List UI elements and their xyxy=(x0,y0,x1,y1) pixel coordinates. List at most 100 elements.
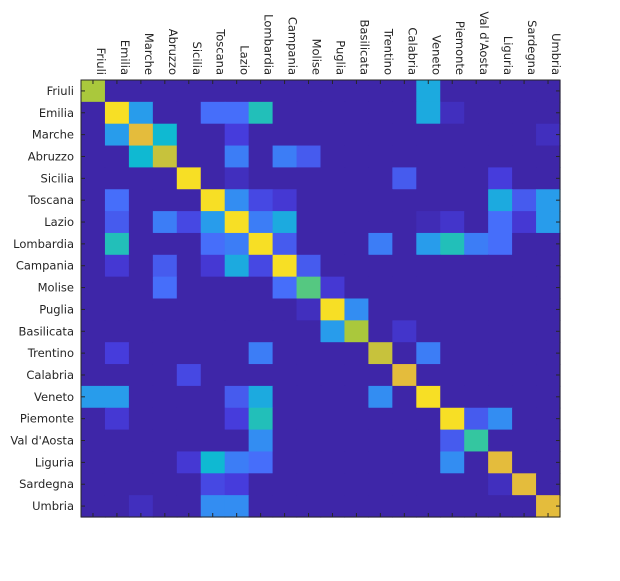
heatmap-cell xyxy=(512,145,537,168)
y-tick-label: Lombardia xyxy=(13,237,74,251)
heatmap-cell xyxy=(248,451,274,474)
heatmap-cell xyxy=(344,101,369,125)
heatmap-cell xyxy=(416,364,441,387)
y-axis-ticks xyxy=(81,90,560,507)
heatmap-cell xyxy=(81,123,106,147)
heatmap-cell xyxy=(176,429,202,453)
heatmap-cell xyxy=(344,495,369,518)
heatmap-cell xyxy=(200,123,226,147)
heatmap-cell xyxy=(392,189,417,212)
x-tick-label: Friuli xyxy=(94,48,108,75)
heatmap-cell xyxy=(296,385,322,409)
heatmap-cell xyxy=(224,407,250,431)
heatmap-cell xyxy=(320,254,346,278)
heatmap-cell xyxy=(176,80,202,103)
heatmap-cell xyxy=(200,167,226,190)
heatmap-cell xyxy=(104,298,130,321)
heatmap-cell xyxy=(81,298,106,321)
heatmap-cell xyxy=(344,320,369,343)
heatmap-cell xyxy=(152,123,178,147)
heatmap-cell xyxy=(392,101,417,125)
heatmap-cell xyxy=(224,276,250,300)
heatmap-cell xyxy=(368,101,393,125)
heatmap-cell xyxy=(81,451,106,474)
heatmap-cell xyxy=(488,189,513,212)
heatmap-cell xyxy=(296,123,322,147)
heatmap-cell xyxy=(344,80,369,103)
heatmap-cell xyxy=(200,276,226,300)
heatmap-cell xyxy=(416,451,441,474)
heatmap-cell xyxy=(416,495,441,518)
heatmap-cell xyxy=(344,342,369,365)
heatmap-cell xyxy=(464,276,489,300)
heatmap-cell xyxy=(320,473,346,496)
heatmap-cell xyxy=(296,495,322,518)
heatmap-cell xyxy=(152,232,178,256)
heatmap-cell xyxy=(320,495,346,518)
heatmap-cell xyxy=(392,429,417,453)
heatmap-cell xyxy=(248,123,274,147)
heatmap-cell xyxy=(152,189,178,212)
heatmap-cell xyxy=(368,80,393,103)
heatmap-cell xyxy=(104,320,130,343)
heatmap-cell xyxy=(81,145,106,168)
heatmap-cell xyxy=(416,189,441,212)
heatmap-cell xyxy=(344,211,369,234)
x-tick-label: Liguria xyxy=(501,36,515,75)
heatmap-cell xyxy=(248,189,274,212)
heatmap-cell xyxy=(488,276,513,300)
heatmap-cell xyxy=(464,232,489,256)
heatmap-cell xyxy=(320,298,346,321)
heatmap-cell xyxy=(104,364,130,387)
heatmap-cell xyxy=(296,211,322,234)
heatmap-cell xyxy=(81,407,106,431)
heatmap-cell xyxy=(128,495,154,518)
heatmap-cell xyxy=(200,473,226,496)
heatmap-cell xyxy=(200,451,226,474)
heatmap-cell xyxy=(296,232,322,256)
heatmap-cell xyxy=(320,167,346,190)
heatmap-cell xyxy=(488,451,513,474)
heatmap-cell xyxy=(104,145,130,168)
heatmap-cell xyxy=(320,385,346,409)
heatmap-cell xyxy=(512,167,537,190)
heatmap-cell xyxy=(416,101,441,125)
heatmap-cell xyxy=(272,123,298,147)
y-tick-label: Toscana xyxy=(27,193,74,207)
heatmap-cell xyxy=(440,123,465,147)
heatmap-cell xyxy=(152,451,178,474)
heatmap-cell xyxy=(440,298,465,321)
heatmap-cell xyxy=(368,298,393,321)
heatmap-cell xyxy=(392,167,417,190)
heatmap-cell xyxy=(152,364,178,387)
heatmap-cell xyxy=(224,473,250,496)
heatmap-cell xyxy=(488,385,513,409)
x-tick-label: Sicilia xyxy=(190,42,204,75)
heatmap-cell xyxy=(248,232,274,256)
heatmap-cell xyxy=(81,211,106,234)
heatmap-cell xyxy=(488,429,513,453)
heatmap-cell xyxy=(488,495,513,518)
heatmap-cell xyxy=(440,80,465,103)
heatmap-cell xyxy=(224,211,250,234)
heatmap-cell xyxy=(416,80,441,103)
heatmap-cell xyxy=(128,189,154,212)
heatmap-cell xyxy=(224,80,250,103)
y-tick-label: Umbria xyxy=(32,499,74,513)
heatmap-cell xyxy=(344,385,369,409)
heatmap-cell xyxy=(488,364,513,387)
heatmap-cell xyxy=(81,342,106,365)
heatmap-cell xyxy=(272,167,298,190)
heatmap-cell xyxy=(224,385,250,409)
heatmap-cell xyxy=(512,451,537,474)
heatmap-cell xyxy=(536,80,561,103)
heatmap-cell xyxy=(81,232,106,256)
heatmap-cell xyxy=(248,80,274,103)
heatmap-cell xyxy=(440,385,465,409)
heatmap-cell xyxy=(81,495,106,518)
heatmap-cell xyxy=(464,101,489,125)
x-tick-label: Piemonte xyxy=(453,21,467,75)
heatmap-cell xyxy=(128,276,154,300)
heatmap-cell xyxy=(200,320,226,343)
heatmap-cell xyxy=(152,254,178,278)
